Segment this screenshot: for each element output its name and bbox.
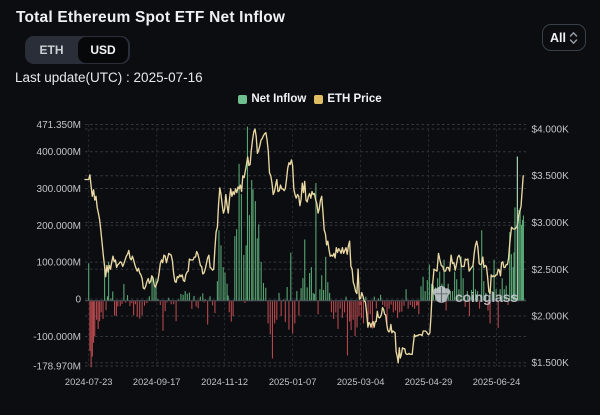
- svg-text:2025-04-29: 2025-04-29: [405, 377, 453, 387]
- svg-text:2024-07-23: 2024-07-23: [65, 377, 113, 387]
- svg-text:300.000M: 300.000M: [37, 184, 81, 195]
- svg-text:$3.000K: $3.000K: [532, 218, 570, 229]
- svg-text:$4.000K: $4.000K: [532, 125, 570, 136]
- svg-text:471.350M: 471.350M: [37, 120, 81, 131]
- svg-text:-178.970M: -178.970M: [33, 362, 81, 373]
- svg-text:0: 0: [75, 295, 81, 306]
- svg-text:2024-11-12: 2024-11-12: [201, 377, 248, 387]
- svg-text:2024-09-17: 2024-09-17: [133, 377, 181, 387]
- svg-text:100.000M: 100.000M: [37, 258, 81, 269]
- svg-text:2025-06-24: 2025-06-24: [473, 377, 521, 387]
- svg-text:$2.000K: $2.000K: [532, 312, 570, 323]
- svg-text:$2.500K: $2.500K: [532, 265, 570, 276]
- svg-text:$1.500K: $1.500K: [532, 358, 570, 369]
- svg-text:$3.500K: $3.500K: [532, 171, 570, 182]
- svg-text:-100.000M: -100.000M: [33, 332, 81, 343]
- svg-text:coinglass: coinglass: [455, 289, 518, 305]
- svg-text:400.000M: 400.000M: [37, 147, 81, 158]
- svg-text:2025-01-07: 2025-01-07: [269, 377, 317, 387]
- svg-text:2025-03-04: 2025-03-04: [337, 377, 385, 387]
- svg-text:200.000M: 200.000M: [37, 221, 81, 232]
